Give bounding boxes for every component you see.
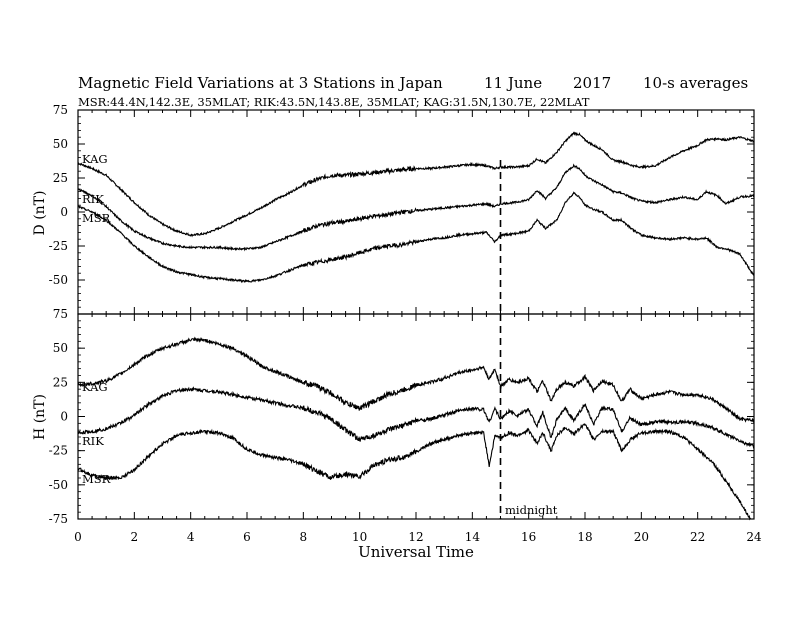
x-tick-label: 2 bbox=[131, 530, 139, 544]
d-trace-msr bbox=[78, 191, 755, 284]
x-tick-label: 8 bbox=[300, 530, 308, 544]
d-y-tick-label: 25 bbox=[53, 171, 68, 185]
d-panel: 75 50 25 0 -25 -50 KAG RIK MSR bbox=[49, 103, 755, 315]
x-tick-label: 16 bbox=[521, 530, 536, 544]
h-y-tick-label: 25 bbox=[53, 375, 68, 389]
d-y-tick-label: -50 bbox=[49, 273, 68, 287]
x-tick-label: 24 bbox=[746, 530, 762, 544]
h-y-tick-label: -50 bbox=[49, 478, 68, 492]
x-tick-label: 0 bbox=[74, 530, 82, 544]
h-panel: 75 50 25 0 -25 -50 -75 KAG RIK MSR midnight bbox=[49, 307, 755, 526]
d-axis-label: D (nT) bbox=[32, 191, 48, 236]
x-tick-label: 12 bbox=[408, 530, 423, 544]
chart-averaging: 10-s averages bbox=[643, 74, 748, 92]
chart-year: 2017 bbox=[573, 74, 611, 92]
d-trace-kag bbox=[77, 131, 755, 238]
midnight-annotation: midnight bbox=[505, 503, 558, 517]
h-y-tick-label: -75 bbox=[49, 512, 68, 526]
d-panel-frame bbox=[77, 109, 755, 315]
x-tick-label: 14 bbox=[465, 530, 481, 544]
x-tick-label: 22 bbox=[690, 530, 705, 544]
h-y-tick-label: 0 bbox=[60, 410, 68, 424]
h-label-msr: MSR bbox=[82, 472, 111, 486]
h-axis-label: H (nT) bbox=[32, 394, 48, 440]
h-label-rik: RIK bbox=[82, 434, 104, 448]
d-label-kag: KAG bbox=[82, 152, 108, 166]
d-y-tick-label: 75 bbox=[53, 103, 68, 117]
d-y-tick-label: -25 bbox=[49, 239, 68, 253]
x-axis-label: Universal Time bbox=[358, 543, 474, 561]
h-trace-msr bbox=[77, 423, 754, 521]
h-panel-frame bbox=[77, 313, 755, 520]
x-tick-label: 20 bbox=[634, 530, 649, 544]
h-y-tick-label: 50 bbox=[53, 341, 68, 355]
x-tick-label: 18 bbox=[577, 530, 592, 544]
h-y-tick-label: -25 bbox=[49, 444, 68, 458]
x-axis: 0 2 4 6 8 10 12 14 16 18 20 22 24 bbox=[74, 530, 762, 544]
h-trace-rik bbox=[77, 386, 755, 449]
chart-title: Magnetic Field Variations at 3 Stations … bbox=[78, 74, 443, 92]
d-label-rik: RIK bbox=[82, 192, 104, 206]
x-tick-label: 4 bbox=[187, 530, 195, 544]
d-label-msr: MSR bbox=[82, 211, 111, 225]
h-label-kag: KAG bbox=[82, 380, 108, 394]
d-trace-rik bbox=[77, 163, 755, 252]
h-trace-kag bbox=[77, 336, 755, 424]
x-tick-label: 6 bbox=[243, 530, 251, 544]
d-y-tick-label: 50 bbox=[53, 137, 68, 151]
chart-date: 11 June bbox=[484, 74, 542, 92]
h-y-tick-label: 75 bbox=[53, 307, 68, 321]
d-y-tick-label: 0 bbox=[60, 205, 68, 219]
stations-info: MSR:44.4N,142.3E, 35MLAT; RIK:43.5N,143.… bbox=[78, 95, 590, 109]
x-tick-label: 10 bbox=[352, 530, 367, 544]
